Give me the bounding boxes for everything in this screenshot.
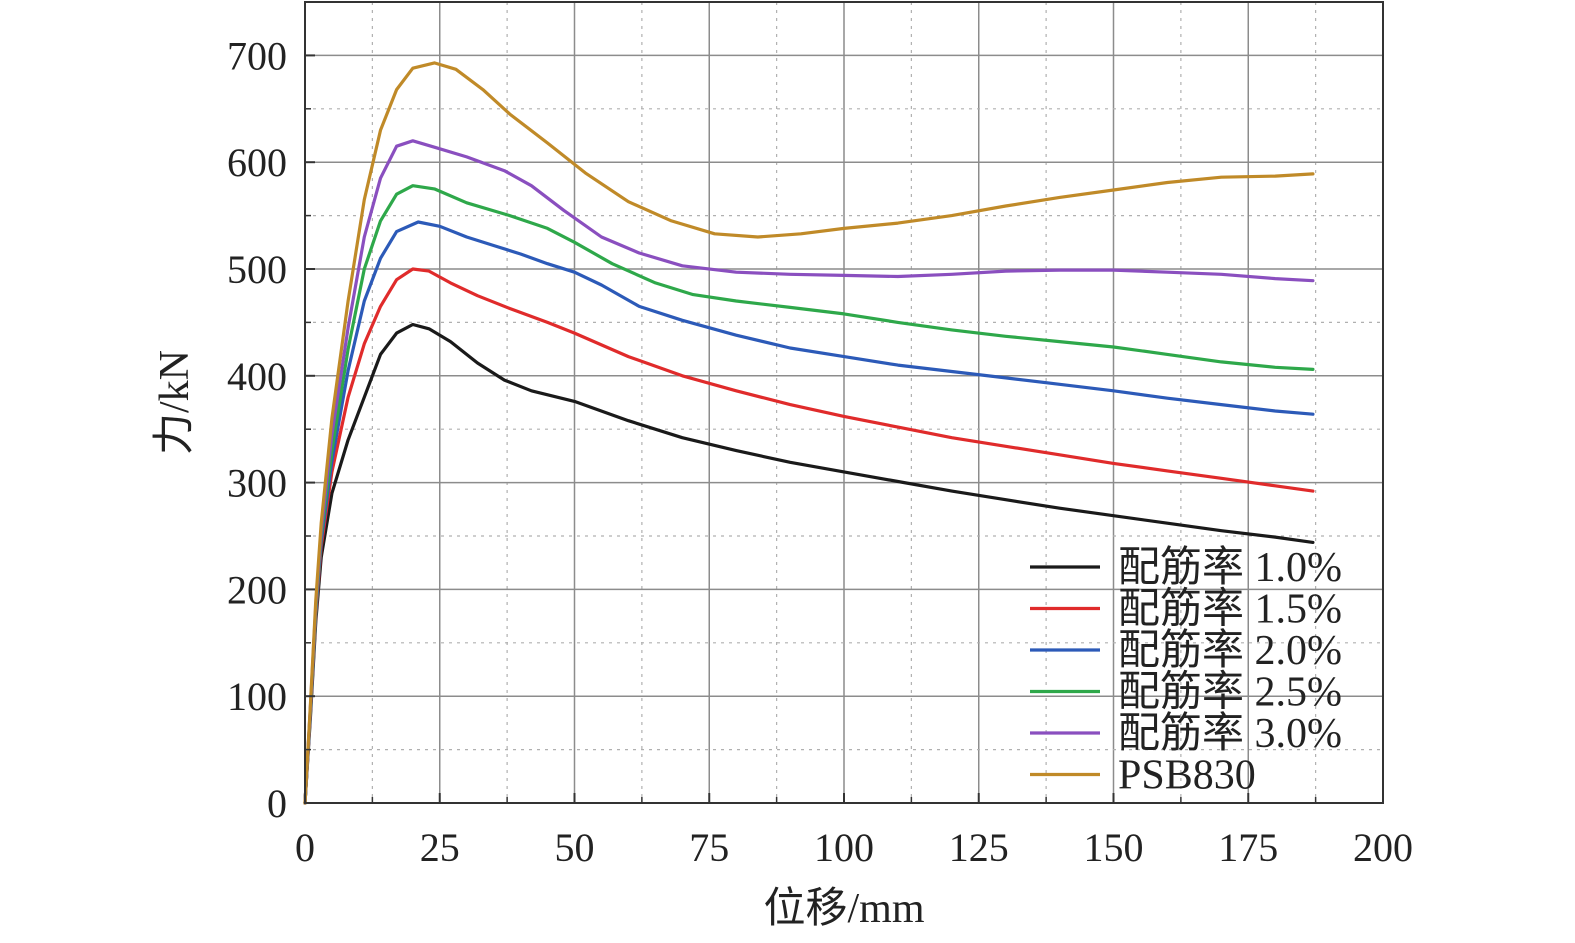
y-tick-label: 200 bbox=[227, 567, 287, 612]
series-line-2 bbox=[303, 267, 1315, 805]
axis-ticks: 0 25 50 75 100 125 150 175 200 0 100 200 300 400 500 60… bbox=[227, 33, 1413, 870]
series-lines bbox=[303, 61, 1315, 805]
y-tick-label: 700 bbox=[227, 33, 287, 78]
series-line-5 bbox=[303, 139, 1315, 805]
y-axis-title: 力/kN bbox=[152, 350, 198, 455]
series-line-1 bbox=[303, 322, 1315, 805]
x-tick-label: 50 bbox=[555, 825, 595, 870]
y-tick-label: 600 bbox=[227, 140, 287, 185]
series-line-4 bbox=[303, 184, 1315, 805]
legend-label-2: 配筋率 1.5% bbox=[1118, 586, 1342, 633]
legend-label-5: 配筋率 3.0% bbox=[1118, 710, 1342, 757]
x-tick-label: 150 bbox=[1084, 825, 1144, 870]
legend-label-4: 配筋率 2.5% bbox=[1118, 669, 1342, 716]
y-tick-label: 0 bbox=[267, 781, 287, 826]
series-line-3 bbox=[303, 220, 1315, 805]
x-tick-label: 25 bbox=[420, 825, 460, 870]
x-tick-label: 125 bbox=[949, 825, 1009, 870]
grid bbox=[305, 2, 1383, 803]
x-tick-label: 75 bbox=[689, 825, 729, 870]
y-tick-label: 100 bbox=[227, 674, 287, 719]
legend-label-3: 配筋率 2.0% bbox=[1118, 627, 1342, 674]
y-tick-label: 400 bbox=[227, 354, 287, 399]
x-tick-label: 0 bbox=[295, 825, 315, 870]
legend: 配筋率 1.0%配筋率 1.5%配筋率 2.0%配筋率 2.5%配筋率 3.0%… bbox=[1030, 544, 1342, 799]
legend-label-1: 配筋率 1.0% bbox=[1118, 544, 1342, 591]
x-tick-label: 100 bbox=[814, 825, 874, 870]
x-tick-label: 200 bbox=[1353, 825, 1413, 870]
y-tick-label: 300 bbox=[227, 461, 287, 506]
legend-label-6: PSB830 bbox=[1118, 753, 1256, 799]
x-axis-title: 位移/mm bbox=[763, 885, 924, 932]
y-tick-label: 500 bbox=[227, 247, 287, 292]
x-tick-label: 175 bbox=[1218, 825, 1278, 870]
series-line-6 bbox=[303, 61, 1315, 805]
